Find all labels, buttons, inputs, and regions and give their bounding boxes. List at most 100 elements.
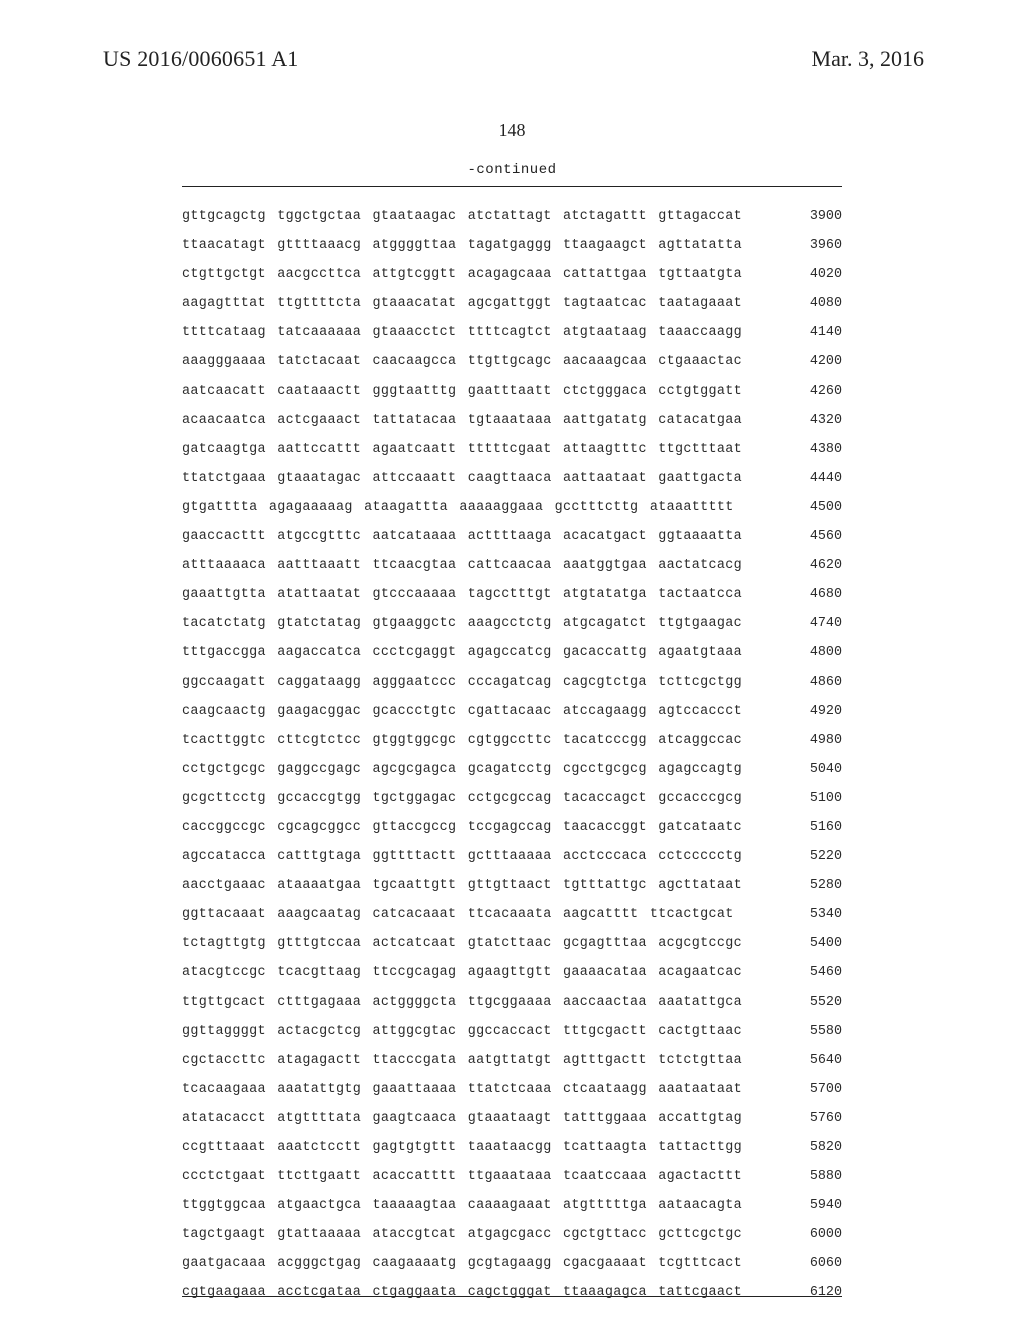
sequence-text: ggttaggggt actacgctcg attggcgtac ggccacc… [182, 1017, 742, 1046]
sequence-row: caagcaactg gaagacggac gcaccctgtc cgattac… [182, 697, 842, 726]
sequence-text: cgtgaagaaa acctcgataa ctgaggaata cagctgg… [182, 1278, 742, 1307]
continued-label: -continued [0, 162, 1024, 178]
sequence-position: 4020 [794, 260, 842, 289]
sequence-row: gaaattgtta atattaatat gtcccaaaaa tagcctt… [182, 580, 842, 609]
sequence-position: 4380 [794, 435, 842, 464]
sequence-position: 5220 [794, 842, 842, 871]
sequence-text: atacgtccgc tcacgttaag ttccgcagag agaagtt… [182, 958, 742, 987]
sequence-text: acaacaatca actcgaaact tattatacaa tgtaaat… [182, 406, 742, 435]
sequence-text: ttggtggcaa atgaactgca taaaaagtaa caaaaga… [182, 1191, 742, 1220]
sequence-row: ttaacatagt gttttaaacg atggggttaa tagatga… [182, 231, 842, 260]
sequence-position: 5340 [794, 900, 842, 929]
sequence-text: ttaacatagt gttttaaacg atggggttaa tagatga… [182, 231, 742, 260]
page-number: 148 [0, 120, 1024, 141]
sequence-position: 4980 [794, 726, 842, 755]
sequence-position: 4560 [794, 522, 842, 551]
sequence-position: 3900 [794, 202, 842, 231]
sequence-text: ttatctgaaa gtaaatagac attccaaatt caagtta… [182, 464, 742, 493]
sequence-row: gaaccacttt atgccgtttc aatcataaaa actttta… [182, 522, 842, 551]
sequence-row: ttggtggcaa atgaactgca taaaaagtaa caaaaga… [182, 1191, 842, 1220]
sequence-text: ctgttgctgt aacgccttca attgtcggtt acagagc… [182, 260, 742, 289]
sequence-text: aagagtttat ttgttttcta gtaaacatat agcgatt… [182, 289, 742, 318]
sequence-text: tcacttggtc cttcgtctcc gtggtggcgc cgtggcc… [182, 726, 742, 755]
sequence-text: aacctgaaac ataaaatgaa tgcaattgtt gttgtta… [182, 871, 742, 900]
sequence-text: ggttacaaat aaagcaatag catcacaaat ttcacaa… [182, 900, 734, 929]
sequence-row: ggccaagatt caggataagg agggaatccc cccagat… [182, 668, 842, 697]
sequence-position: 5700 [794, 1075, 842, 1104]
sequence-row: gttgcagctg tggctgctaa gtaataagac atctatt… [182, 202, 842, 231]
sequence-listing: gttgcagctg tggctgctaa gtaataagac atctatt… [182, 202, 842, 1308]
sequence-row: cctgctgcgc gaggccgagc agcgcgagca gcagatc… [182, 755, 842, 784]
sequence-row: gatcaagtga aattccattt agaatcaatt tttttcg… [182, 435, 842, 464]
sequence-text: caagcaactg gaagacggac gcaccctgtc cgattac… [182, 697, 742, 726]
sequence-text: tacatctatg gtatctatag gtgaaggctc aaagcct… [182, 609, 742, 638]
sequence-position: 6000 [794, 1220, 842, 1249]
sequence-row: tagctgaagt gtattaaaaa ataccgtcat atgagcg… [182, 1220, 842, 1249]
sequence-position: 4620 [794, 551, 842, 580]
sequence-position: 4680 [794, 580, 842, 609]
sequence-position: 4260 [794, 377, 842, 406]
sequence-position: 4320 [794, 406, 842, 435]
sequence-text: atatacacct atgttttata gaagtcaaca gtaaata… [182, 1104, 742, 1133]
sequence-position: 4140 [794, 318, 842, 347]
sequence-row: atacgtccgc tcacgttaag ttccgcagag agaagtt… [182, 958, 842, 987]
sequence-text: gcgcttcctg gccaccgtgg tgctggagac cctgcgc… [182, 784, 742, 813]
sequence-text: aatcaacatt caataaactt gggtaatttg gaattta… [182, 377, 742, 406]
sequence-row: ttttcataag tatcaaaaaa gtaaacctct ttttcag… [182, 318, 842, 347]
sequence-row: cgtgaagaaa acctcgataa ctgaggaata cagctgg… [182, 1278, 842, 1307]
sequence-position: 6120 [794, 1278, 842, 1307]
sequence-text: gatcaagtga aattccattt agaatcaatt tttttcg… [182, 435, 742, 464]
sequence-row: atatacacct atgttttata gaagtcaaca gtaaata… [182, 1104, 842, 1133]
sequence-row: gtgatttta agagaaaaag ataagattta aaaaagga… [182, 493, 842, 522]
sequence-text: caccggccgc cgcagcggcc gttaccgccg tccgagc… [182, 813, 742, 842]
sequence-row: tttgaccgga aagaccatca ccctcgaggt agagcca… [182, 638, 842, 667]
sequence-text: ttgttgcact ctttgagaaa actggggcta ttgcgga… [182, 988, 742, 1017]
sequence-row: ggttaggggt actacgctcg attggcgtac ggccacc… [182, 1017, 842, 1046]
sequence-position: 5040 [794, 755, 842, 784]
sequence-position: 5640 [794, 1046, 842, 1075]
sequence-row: atttaaaaca aatttaaatt ttcaacgtaa cattcaa… [182, 551, 842, 580]
sequence-row: ttgttgcact ctttgagaaa actggggcta ttgcgga… [182, 988, 842, 1017]
sequence-position: 5520 [794, 988, 842, 1017]
sequence-position: 4920 [794, 697, 842, 726]
sequence-row: acaacaatca actcgaaact tattatacaa tgtaaat… [182, 406, 842, 435]
sequence-position: 4500 [794, 493, 842, 522]
sequence-text: tcacaagaaa aaatattgtg gaaattaaaa ttatctc… [182, 1075, 742, 1104]
bottom-rule [182, 1296, 842, 1297]
sequence-row: tcacaagaaa aaatattgtg gaaattaaaa ttatctc… [182, 1075, 842, 1104]
sequence-position: 5160 [794, 813, 842, 842]
sequence-text: gtgatttta agagaaaaag ataagattta aaaaagga… [182, 493, 734, 522]
sequence-position: 5460 [794, 958, 842, 987]
sequence-row: tcacttggtc cttcgtctcc gtggtggcgc cgtggcc… [182, 726, 842, 755]
sequence-position: 4200 [794, 347, 842, 376]
sequence-text: atttaaaaca aatttaaatt ttcaacgtaa cattcaa… [182, 551, 742, 580]
sequence-row: aagagtttat ttgttttcta gtaaacatat agcgatt… [182, 289, 842, 318]
sequence-text: gaatgacaaa acgggctgag caagaaaatg gcgtaga… [182, 1249, 742, 1278]
sequence-text: cgctaccttc atagagactt ttacccgata aatgtta… [182, 1046, 742, 1075]
sequence-row: ggttacaaat aaagcaatag catcacaaat ttcacaa… [182, 900, 842, 929]
sequence-row: ccgtttaaat aaatctcctt gagtgtgttt taaataa… [182, 1133, 842, 1162]
sequence-text: cctgctgcgc gaggccgagc agcgcgagca gcagatc… [182, 755, 742, 784]
sequence-row: ttatctgaaa gtaaatagac attccaaatt caagtta… [182, 464, 842, 493]
sequence-position: 5880 [794, 1162, 842, 1191]
sequence-text: tagctgaagt gtattaaaaa ataccgtcat atgagcg… [182, 1220, 742, 1249]
top-rule [182, 186, 842, 187]
sequence-row: aatcaacatt caataaactt gggtaatttg gaattta… [182, 377, 842, 406]
sequence-row: aaagggaaaa tatctacaat caacaagcca ttgttgc… [182, 347, 842, 376]
sequence-position: 4080 [794, 289, 842, 318]
sequence-text: gttgcagctg tggctgctaa gtaataagac atctatt… [182, 202, 742, 231]
sequence-position: 5400 [794, 929, 842, 958]
sequence-text: tctagttgtg gtttgtccaa actcatcaat gtatctt… [182, 929, 742, 958]
sequence-row: agccatacca catttgtaga ggttttactt gctttaa… [182, 842, 842, 871]
sequence-position: 3960 [794, 231, 842, 260]
sequence-row: cgctaccttc atagagactt ttacccgata aatgtta… [182, 1046, 842, 1075]
sequence-text: ttttcataag tatcaaaaaa gtaaacctct ttttcag… [182, 318, 742, 347]
sequence-position: 5580 [794, 1017, 842, 1046]
sequence-position: 5760 [794, 1104, 842, 1133]
sequence-position: 4440 [794, 464, 842, 493]
sequence-text: tttgaccgga aagaccatca ccctcgaggt agagcca… [182, 638, 742, 667]
sequence-text: gaaattgtta atattaatat gtcccaaaaa tagcctt… [182, 580, 742, 609]
sequence-text: ccgtttaaat aaatctcctt gagtgtgttt taaataa… [182, 1133, 742, 1162]
sequence-text: ccctctgaat ttcttgaatt acaccatttt ttgaaat… [182, 1162, 742, 1191]
sequence-text: aaagggaaaa tatctacaat caacaagcca ttgttgc… [182, 347, 742, 376]
